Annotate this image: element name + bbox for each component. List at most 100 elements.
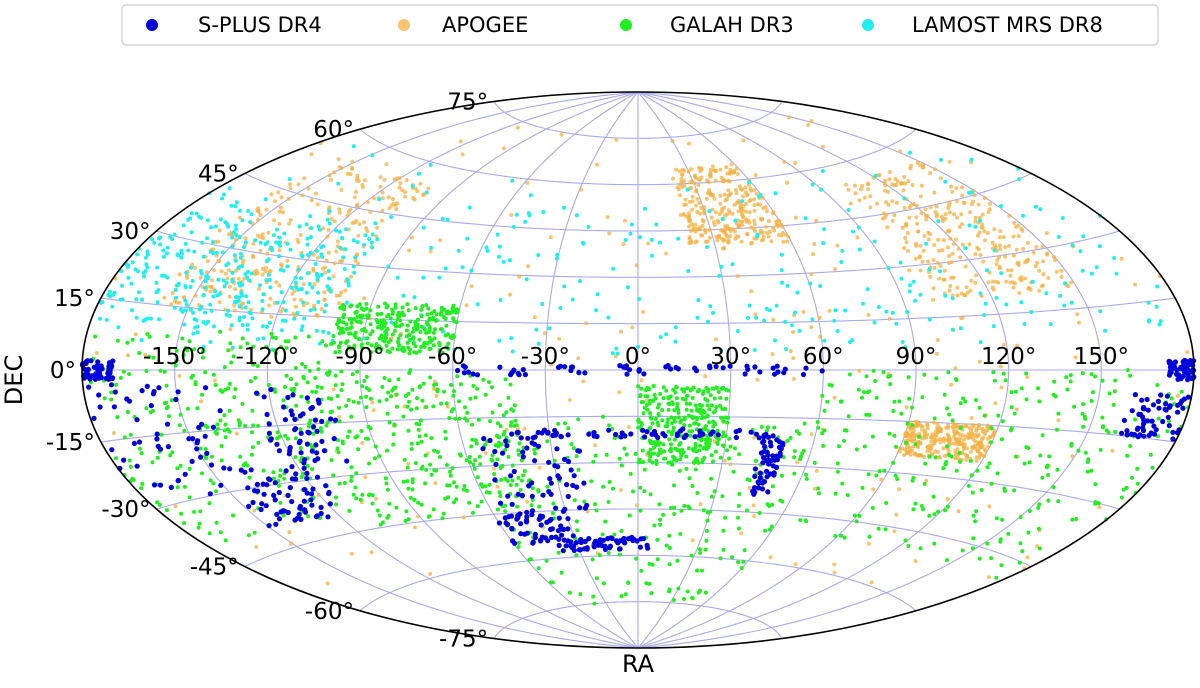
point-s-plus-dr4: [481, 436, 487, 442]
point-apogee: [337, 207, 342, 212]
point-galah-dr3: [375, 508, 380, 513]
point-galah-dr3: [552, 458, 557, 463]
point-galah-dr3: [429, 472, 434, 477]
point-lamost-mrs-dr8: [1089, 271, 1094, 276]
point-galah-dr3: [921, 507, 925, 512]
point-galah-dr3: [490, 410, 495, 415]
point-lamost-mrs-dr8: [297, 224, 302, 229]
point-apogee: [930, 432, 935, 437]
point-s-plus-dr4: [455, 367, 461, 374]
point-s-plus-dr4: [1144, 418, 1150, 424]
point-galah-dr3: [718, 395, 723, 400]
point-apogee: [1119, 256, 1124, 261]
point-apogee: [460, 152, 465, 157]
point-galah-dr3: [310, 445, 314, 450]
point-apogee: [705, 178, 709, 183]
point-lamost-mrs-dr8: [234, 227, 239, 232]
point-galah-dr3: [728, 444, 733, 449]
point-galah-dr3: [714, 385, 719, 390]
point-s-plus-dr4: [492, 448, 498, 455]
point-galah-dr3: [213, 430, 218, 435]
point-galah-dr3: [820, 431, 825, 436]
point-s-plus-dr4: [559, 532, 565, 538]
point-apogee: [907, 268, 912, 273]
scatter-points: [79, 115, 1197, 606]
point-galah-dr3: [674, 385, 679, 390]
point-s-plus-dr4: [756, 435, 762, 441]
point-s-plus-dr4: [565, 493, 571, 500]
point-s-plus-dr4: [568, 467, 574, 473]
point-lamost-mrs-dr8: [927, 267, 932, 272]
point-galah-dr3: [237, 423, 242, 428]
point-lamost-mrs-dr8: [112, 290, 117, 295]
point-lamost-mrs-dr8: [558, 306, 563, 310]
point-apogee: [987, 504, 992, 509]
point-galah-dr3: [467, 500, 472, 505]
point-lamost-mrs-dr8: [143, 255, 148, 260]
point-galah-dr3: [600, 532, 605, 537]
point-apogee: [968, 210, 973, 215]
point-galah-dr3: [513, 418, 518, 423]
point-galah-dr3: [185, 348, 190, 353]
point-galah-dr3: [692, 460, 697, 464]
point-lamost-mrs-dr8: [708, 304, 713, 309]
dec-tick-label: -30°: [101, 497, 150, 523]
point-apogee: [744, 209, 748, 214]
point-apogee: [255, 271, 260, 276]
point-apogee: [938, 437, 942, 441]
point-galah-dr3: [400, 305, 405, 310]
point-s-plus-dr4: [309, 502, 315, 508]
point-apogee: [265, 251, 270, 256]
point-galah-dr3: [360, 384, 365, 389]
point-galah-dr3: [450, 309, 455, 314]
point-apogee: [724, 165, 729, 170]
point-lamost-mrs-dr8: [299, 276, 303, 281]
point-s-plus-dr4: [509, 501, 515, 507]
point-lamost-mrs-dr8: [120, 283, 124, 288]
point-apogee: [277, 283, 282, 288]
point-apogee: [279, 195, 284, 200]
point-lamost-mrs-dr8: [179, 255, 184, 260]
legend-label-apogee: APOGEE: [442, 13, 528, 37]
point-apogee: [951, 441, 956, 446]
point-apogee: [937, 276, 942, 281]
point-galah-dr3: [329, 342, 334, 347]
parallel-line: [100, 415, 1176, 443]
point-apogee: [723, 224, 727, 229]
point-lamost-mrs-dr8: [227, 186, 232, 191]
point-apogee: [174, 300, 179, 305]
point-galah-dr3: [658, 522, 663, 527]
point-lamost-mrs-dr8: [985, 268, 989, 273]
parallel-line: [493, 601, 783, 639]
point-galah-dr3: [465, 410, 470, 415]
point-apogee: [951, 275, 956, 280]
point-galah-dr3: [1089, 399, 1094, 403]
point-galah-dr3: [417, 349, 422, 354]
point-lamost-mrs-dr8: [773, 338, 777, 343]
point-lamost-mrs-dr8: [206, 218, 210, 223]
point-galah-dr3: [1045, 463, 1050, 468]
point-apogee: [605, 215, 610, 219]
point-galah-dr3: [385, 304, 390, 308]
point-s-plus-dr4: [518, 521, 524, 527]
point-apogee: [274, 280, 279, 285]
point-s-plus-dr4: [548, 480, 554, 486]
point-galah-dr3: [1036, 386, 1040, 391]
point-apogee: [936, 424, 941, 429]
point-apogee: [952, 241, 956, 246]
point-apogee: [940, 248, 945, 253]
point-s-plus-dr4: [318, 504, 324, 510]
point-lamost-mrs-dr8: [143, 269, 148, 274]
point-s-plus-dr4: [208, 462, 215, 468]
point-galah-dr3: [327, 371, 331, 376]
point-s-plus-dr4: [751, 491, 757, 497]
point-s-plus-dr4: [500, 450, 506, 456]
point-s-plus-dr4: [752, 473, 758, 479]
point-galah-dr3: [299, 394, 304, 399]
ra-tick-label: 0°: [625, 344, 651, 370]
point-lamost-mrs-dr8: [740, 199, 745, 204]
point-apogee: [525, 180, 530, 185]
point-galah-dr3: [351, 399, 356, 404]
point-galah-dr3: [403, 518, 408, 523]
point-s-plus-dr4: [173, 396, 179, 403]
